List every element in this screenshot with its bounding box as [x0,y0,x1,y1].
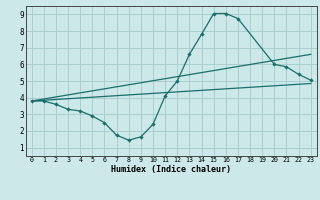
X-axis label: Humidex (Indice chaleur): Humidex (Indice chaleur) [111,165,231,174]
